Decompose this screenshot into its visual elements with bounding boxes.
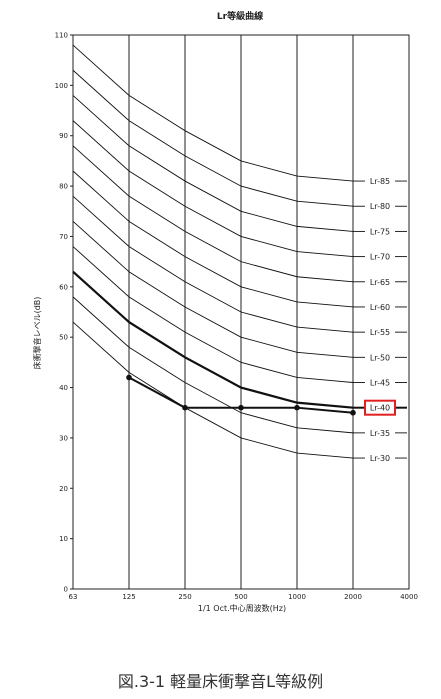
y-tick-label: 60 (59, 283, 68, 291)
x-tick-label: 1000 (288, 593, 306, 601)
chart-title: Lr等級曲線 (217, 10, 263, 22)
series-label: Lr-70 (370, 253, 390, 262)
series-group: Lr-30 (72, 321, 407, 464)
series-label: Lr-80 (370, 202, 390, 211)
measured-point (182, 404, 188, 411)
series-line (72, 321, 354, 459)
series-group: Lr-85 (72, 44, 407, 187)
series-label-bg (365, 427, 395, 438)
series-label: Lr-40 (370, 404, 390, 413)
series-label-bg (365, 226, 395, 237)
series-label: Lr-75 (370, 227, 390, 236)
y-tick-label: 0 (64, 586, 68, 594)
y-tick-label: 80 (59, 183, 68, 191)
series-label-bg (365, 276, 395, 287)
series-label: Lr-45 (370, 379, 390, 388)
series-group: Lr-50 (72, 221, 407, 363)
series-group: Lr-70 (72, 120, 407, 262)
series-group: Lr-80 (72, 69, 407, 212)
series-line (72, 69, 354, 207)
series-label-bg (365, 453, 395, 464)
series-line (72, 120, 354, 258)
series-label: Lr-65 (370, 278, 390, 287)
plot-area: 63 125 250 500 1000 2000 4000 0 10 20 30 40 50 60 70 80… (55, 32, 418, 602)
series-line (72, 195, 354, 333)
y-tick-label: 100 (55, 82, 68, 90)
measured-point (238, 404, 244, 411)
series-label: Lr-35 (370, 429, 390, 438)
x-tick-label: 500 (234, 593, 247, 601)
series-label-bg (365, 251, 395, 262)
series-line (72, 246, 354, 383)
y-tick-label: 40 (59, 384, 68, 392)
y-tick-label: 20 (59, 485, 68, 493)
series-label-bg (365, 176, 395, 187)
series-label: Lr-85 (370, 177, 390, 186)
series-label: Lr-55 (370, 328, 390, 337)
measured-point (126, 374, 132, 381)
series-group: Lr-40 (72, 270, 407, 416)
series-label-bg (365, 201, 395, 212)
series-label: Lr-50 (370, 353, 390, 362)
series-group: Lr-65 (72, 145, 407, 287)
series-group: Lr-45 (72, 246, 407, 388)
series-line (72, 170, 354, 308)
y-axis-label: 床衝撃音レベル(dB) (32, 297, 42, 370)
y-tick-label: 110 (55, 32, 68, 40)
series-label-bg (365, 352, 395, 363)
x-axis-label: 1/1 Oct.中心周波数(Hz) (198, 603, 286, 613)
y-tick-label: 50 (59, 334, 68, 342)
x-tick-label: 2000 (344, 593, 362, 601)
series-line (72, 221, 354, 358)
series-label-bg (365, 402, 395, 413)
series-line (72, 44, 354, 182)
series-label: Lr-60 (370, 303, 390, 312)
series-line (72, 145, 354, 283)
series-group: Lr-55 (72, 195, 407, 338)
series-label-bg (365, 301, 395, 312)
series-line (72, 296, 354, 434)
series-group: Lr-35 (72, 296, 407, 438)
series-line (72, 270, 354, 409)
x-tick-label: 250 (178, 593, 191, 601)
x-tick-label: 63 (69, 593, 78, 601)
series-label-bg (365, 327, 395, 338)
y-tick-label: 10 (59, 535, 68, 543)
measured-point (294, 404, 300, 411)
highlight-box (364, 399, 396, 416)
series-label-bg (365, 377, 395, 388)
y-tick-label: 90 (59, 132, 68, 140)
series-line (72, 95, 354, 232)
series-group: Lr-75 (72, 95, 407, 237)
x-tick-label: 125 (122, 593, 135, 601)
measured-point (350, 409, 356, 416)
x-tick-label: 4000 (400, 593, 418, 601)
series-label: Lr-30 (370, 454, 390, 463)
figure-caption: 図.3-1 軽量床衝撃音L等級例 (117, 672, 324, 691)
lr-grade-chart: Lr等級曲線 床衝撃音レベル(dB) 1/1 Oct.中心周波数(Hz) 63 1… (32, 10, 418, 613)
y-tick-label: 70 (59, 233, 68, 241)
y-tick-label: 30 (59, 434, 68, 442)
series-group: Lr-60 (72, 170, 407, 312)
